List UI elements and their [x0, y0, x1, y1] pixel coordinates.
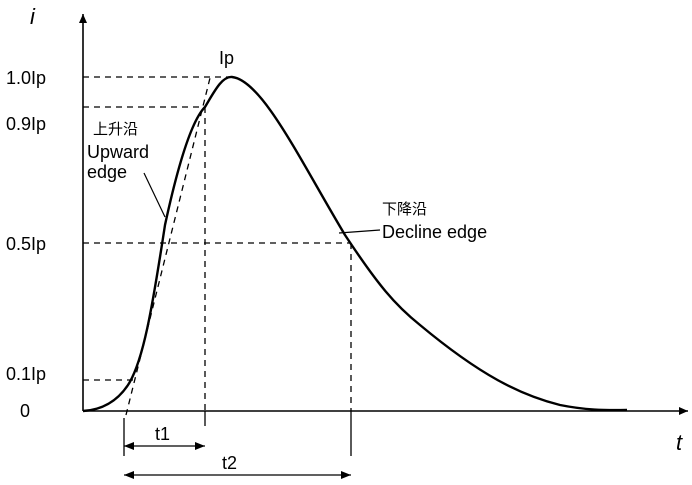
t2-arrow-left — [124, 471, 134, 479]
decline-edge-label-en: Decline edge — [382, 222, 487, 242]
upward-edge-leader — [143, 172, 166, 218]
waveform-curve — [82, 75, 628, 413]
t1-arrow-right — [195, 442, 205, 450]
upward-edge-label-en-2: edge — [87, 162, 127, 182]
y-tick-1.0Ip: 1.0Ip — [6, 68, 46, 88]
decline-edge-label-cn: 下降沿 — [382, 200, 427, 218]
y-tick-0: 0 — [20, 401, 30, 421]
t2-label: t2 — [222, 453, 237, 473]
x-axis-name: t — [676, 430, 683, 455]
y-tick-0.1Ip: 0.1Ip — [6, 364, 46, 384]
upward-edge-label-cn: 上升沿 — [93, 120, 138, 138]
peak-label: Ip — [219, 48, 234, 68]
t2-arrow-right — [341, 471, 351, 479]
t1-arrow-left — [124, 442, 134, 450]
y-tick-0.5Ip: 0.5Ip — [6, 234, 46, 254]
decline-edge-leader — [338, 229, 381, 234]
upward-edge-label-en-1: Upward — [87, 142, 149, 162]
t1-label: t1 — [155, 424, 170, 444]
y-axis-name: i — [30, 4, 36, 29]
y-tick-0.9Ip: 0.9Ip — [6, 114, 46, 134]
